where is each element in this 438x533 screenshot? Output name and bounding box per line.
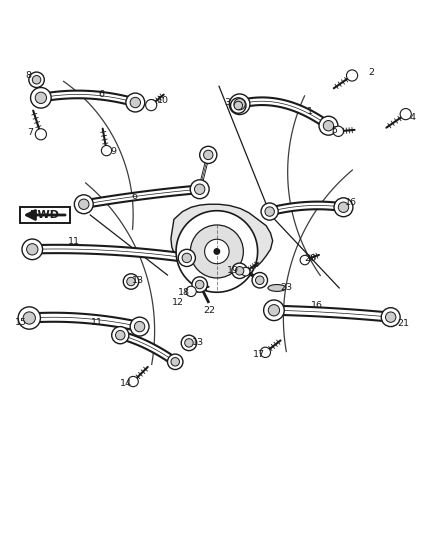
Circle shape	[112, 327, 129, 344]
Circle shape	[101, 146, 112, 156]
Text: FWD: FWD	[30, 210, 59, 220]
Circle shape	[300, 255, 310, 265]
Text: 7: 7	[27, 128, 33, 137]
Circle shape	[268, 305, 279, 316]
Circle shape	[241, 268, 250, 276]
Circle shape	[29, 72, 44, 87]
Text: 21: 21	[398, 319, 410, 328]
Circle shape	[181, 335, 197, 351]
Circle shape	[191, 225, 244, 278]
Circle shape	[18, 307, 40, 329]
Text: 13: 13	[191, 338, 204, 348]
Circle shape	[234, 99, 245, 110]
Text: 11: 11	[91, 318, 102, 327]
Circle shape	[128, 376, 138, 386]
Circle shape	[130, 98, 141, 108]
Text: 4: 4	[409, 112, 415, 122]
Text: 6: 6	[131, 192, 137, 201]
Circle shape	[255, 276, 264, 285]
Circle shape	[346, 70, 358, 81]
Circle shape	[261, 203, 278, 220]
Circle shape	[265, 207, 274, 216]
Circle shape	[334, 198, 353, 217]
Text: 3: 3	[225, 98, 231, 107]
Text: 16: 16	[345, 198, 357, 207]
Text: 1: 1	[307, 107, 313, 116]
Text: 10: 10	[157, 96, 169, 106]
Text: 22: 22	[204, 306, 215, 315]
Circle shape	[333, 126, 343, 136]
Circle shape	[235, 266, 244, 275]
Circle shape	[126, 93, 145, 112]
Circle shape	[338, 202, 349, 213]
Circle shape	[27, 244, 38, 255]
Circle shape	[182, 253, 191, 263]
Circle shape	[123, 274, 139, 289]
Circle shape	[260, 347, 271, 358]
Circle shape	[194, 184, 205, 195]
Text: 16: 16	[311, 302, 323, 311]
Ellipse shape	[268, 285, 286, 292]
Circle shape	[381, 308, 400, 327]
Circle shape	[35, 92, 46, 103]
Circle shape	[186, 286, 196, 296]
Polygon shape	[171, 204, 272, 272]
Circle shape	[167, 354, 183, 369]
Circle shape	[230, 94, 250, 115]
Circle shape	[116, 330, 125, 340]
Circle shape	[134, 321, 145, 332]
Circle shape	[22, 239, 42, 260]
Text: 20: 20	[304, 254, 316, 263]
Circle shape	[171, 358, 180, 366]
Circle shape	[130, 317, 149, 336]
Text: 5: 5	[331, 126, 337, 135]
Circle shape	[78, 199, 89, 209]
Text: 12: 12	[172, 298, 184, 308]
Circle shape	[195, 280, 204, 289]
Circle shape	[31, 87, 51, 108]
Text: 6: 6	[98, 90, 104, 99]
Text: 17: 17	[252, 350, 265, 359]
Circle shape	[234, 101, 243, 110]
Text: 19: 19	[227, 266, 239, 275]
Circle shape	[385, 312, 396, 322]
Text: 18: 18	[178, 288, 190, 297]
Text: 9: 9	[111, 147, 117, 156]
Text: 11: 11	[68, 237, 80, 246]
Circle shape	[32, 76, 41, 84]
Circle shape	[264, 300, 284, 320]
Circle shape	[190, 180, 209, 199]
Circle shape	[178, 249, 195, 266]
Circle shape	[145, 100, 157, 111]
Text: 8: 8	[25, 71, 31, 80]
Circle shape	[185, 338, 193, 347]
Circle shape	[192, 277, 208, 292]
Circle shape	[213, 248, 220, 255]
Circle shape	[200, 147, 217, 164]
Circle shape	[23, 312, 35, 324]
Text: 14: 14	[120, 379, 131, 387]
Circle shape	[35, 128, 46, 140]
Text: 2: 2	[368, 68, 374, 77]
Circle shape	[205, 239, 229, 264]
FancyBboxPatch shape	[20, 207, 70, 223]
Circle shape	[74, 195, 93, 214]
Circle shape	[323, 120, 334, 131]
Circle shape	[127, 277, 135, 286]
Text: 23: 23	[281, 282, 293, 292]
Text: 15: 15	[15, 318, 27, 327]
Circle shape	[400, 109, 411, 120]
Circle shape	[252, 272, 268, 288]
Circle shape	[204, 150, 213, 159]
Circle shape	[176, 211, 258, 292]
Circle shape	[319, 116, 338, 135]
Text: 13: 13	[132, 276, 145, 285]
Circle shape	[232, 263, 247, 279]
Circle shape	[230, 98, 246, 113]
